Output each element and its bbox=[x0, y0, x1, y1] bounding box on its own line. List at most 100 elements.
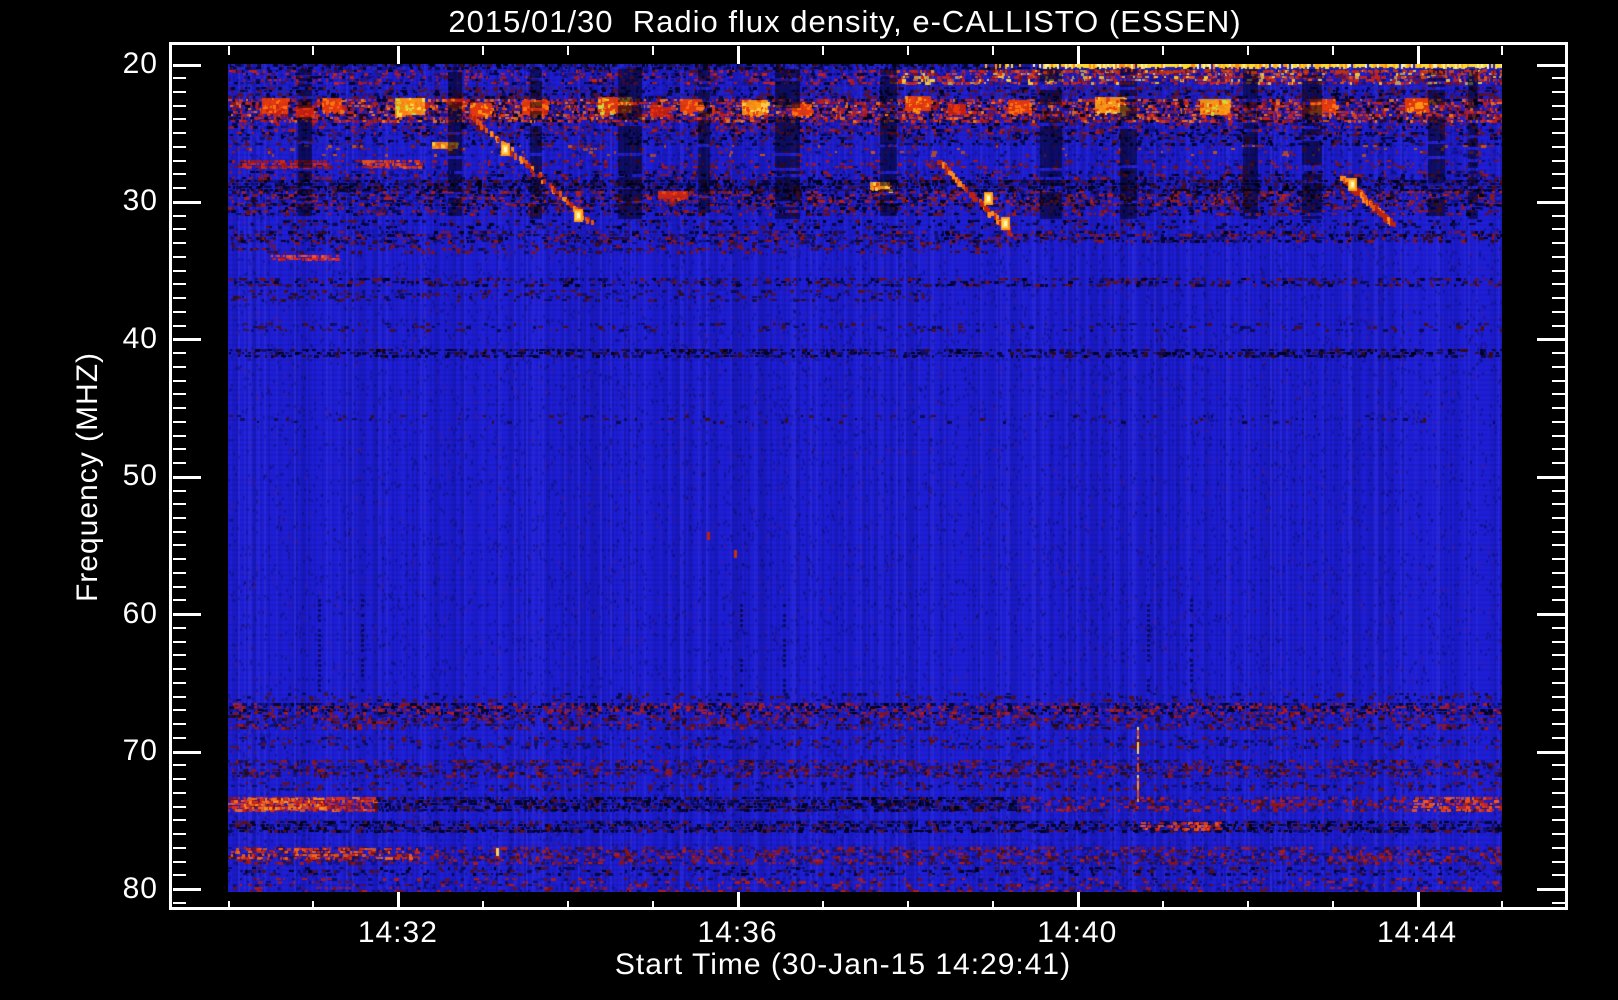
tick bbox=[173, 173, 186, 175]
tick bbox=[1552, 270, 1565, 272]
tick bbox=[312, 901, 314, 910]
tick bbox=[1552, 105, 1565, 107]
tick bbox=[1417, 892, 1420, 910]
tick bbox=[1552, 228, 1565, 230]
tick bbox=[173, 380, 186, 382]
tick bbox=[1501, 46, 1503, 55]
tick bbox=[173, 118, 186, 120]
tick bbox=[1552, 462, 1565, 464]
tick bbox=[173, 435, 186, 437]
tick bbox=[1552, 778, 1565, 780]
tick bbox=[1552, 861, 1565, 863]
tick bbox=[822, 901, 824, 910]
tick bbox=[1552, 421, 1565, 423]
x-tick-label: 14:32 bbox=[357, 916, 438, 949]
tick bbox=[173, 77, 186, 79]
tick bbox=[1552, 215, 1565, 217]
tick bbox=[312, 46, 314, 55]
tick bbox=[173, 792, 186, 794]
tick bbox=[1552, 91, 1565, 93]
tick bbox=[1552, 806, 1565, 808]
tick bbox=[1162, 901, 1164, 910]
tick bbox=[173, 627, 186, 629]
x-tick-label: 14:40 bbox=[1037, 916, 1118, 949]
tick bbox=[173, 737, 186, 739]
chart-title: 2015/01/30 Radio flux density, e-CALLIST… bbox=[448, 4, 1242, 39]
tick bbox=[1247, 901, 1249, 910]
tick bbox=[1552, 393, 1565, 395]
tick bbox=[567, 901, 569, 910]
tick bbox=[1537, 64, 1565, 67]
tick bbox=[737, 892, 740, 910]
tick bbox=[1552, 544, 1565, 546]
tick bbox=[1552, 118, 1565, 120]
tick bbox=[1552, 380, 1565, 382]
tick bbox=[173, 668, 186, 670]
tick bbox=[173, 806, 186, 808]
tick bbox=[907, 901, 909, 910]
tick bbox=[1552, 654, 1565, 656]
plot-frame bbox=[169, 42, 1568, 910]
tick bbox=[1552, 283, 1565, 285]
tick bbox=[173, 297, 186, 299]
tick bbox=[173, 558, 186, 560]
x-tick-label: 14:36 bbox=[697, 916, 778, 949]
tick bbox=[1552, 366, 1565, 368]
tick bbox=[1552, 599, 1565, 601]
tick bbox=[173, 902, 186, 904]
x-tick-label: 14:44 bbox=[1376, 916, 1458, 949]
y-tick-label: 70 bbox=[122, 734, 158, 768]
tick bbox=[173, 187, 186, 189]
y-tick-label: 80 bbox=[122, 871, 158, 905]
tick bbox=[1552, 256, 1565, 258]
tick bbox=[1552, 490, 1565, 492]
tick bbox=[1552, 448, 1565, 450]
tick bbox=[1552, 435, 1565, 437]
tick bbox=[1552, 764, 1565, 766]
tick bbox=[173, 696, 186, 698]
tick bbox=[1552, 586, 1565, 588]
tick bbox=[173, 641, 186, 643]
tick bbox=[1552, 242, 1565, 244]
tick bbox=[173, 819, 186, 821]
y-tick-label: 30 bbox=[122, 184, 158, 218]
tick bbox=[173, 338, 201, 341]
tick bbox=[1552, 723, 1565, 725]
tick bbox=[1552, 874, 1565, 876]
tick bbox=[173, 682, 186, 684]
tick bbox=[228, 901, 230, 910]
tick bbox=[992, 901, 994, 910]
tick bbox=[173, 146, 186, 148]
tick bbox=[822, 46, 824, 55]
tick bbox=[173, 709, 186, 711]
tick bbox=[173, 572, 186, 574]
tick bbox=[173, 599, 186, 601]
tick bbox=[737, 46, 740, 64]
tick bbox=[173, 874, 186, 876]
tick bbox=[1552, 627, 1565, 629]
tick bbox=[1552, 558, 1565, 560]
tick bbox=[1537, 613, 1565, 616]
tick bbox=[1552, 709, 1565, 711]
tick bbox=[173, 352, 186, 354]
tick bbox=[1552, 833, 1565, 835]
tick bbox=[173, 201, 201, 204]
tick bbox=[652, 901, 654, 910]
y-tick-label: 50 bbox=[122, 459, 158, 493]
tick bbox=[173, 462, 186, 464]
tick bbox=[1552, 146, 1565, 148]
tick bbox=[1552, 792, 1565, 794]
tick bbox=[1552, 819, 1565, 821]
tick bbox=[173, 847, 186, 849]
tick bbox=[482, 46, 484, 55]
tick bbox=[397, 46, 400, 64]
tick bbox=[173, 833, 186, 835]
tick bbox=[173, 407, 186, 409]
tick bbox=[173, 503, 186, 505]
tick bbox=[1417, 46, 1420, 64]
tick bbox=[907, 46, 909, 55]
tick bbox=[173, 778, 186, 780]
tick bbox=[173, 256, 186, 258]
spectrogram-canvas bbox=[228, 64, 1502, 892]
tick bbox=[173, 228, 186, 230]
